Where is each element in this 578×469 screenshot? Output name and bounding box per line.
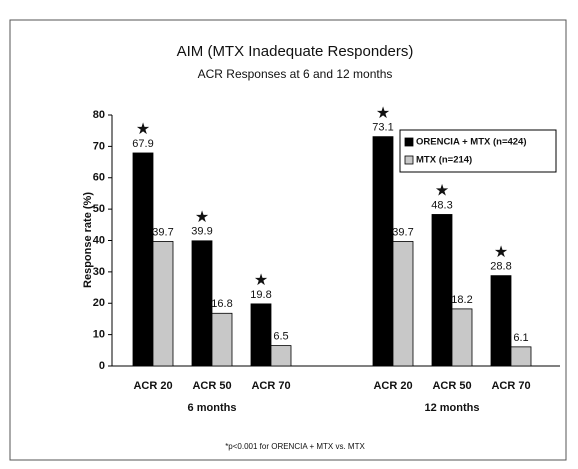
value-label: 73.1 xyxy=(372,122,393,134)
bar xyxy=(250,303,272,367)
group-label: 12 months xyxy=(424,402,479,414)
value-label: 39.9 xyxy=(191,226,212,238)
bar xyxy=(211,312,233,367)
legend-swatch xyxy=(404,137,414,147)
significance-marker: ★ xyxy=(494,244,508,261)
legend-box xyxy=(399,129,557,173)
bar xyxy=(490,275,512,367)
value-label: 16.8 xyxy=(211,298,232,310)
x-tick-label: ACR 50 xyxy=(192,380,231,392)
legend-swatch xyxy=(404,155,414,165)
y-tick-label: 60 xyxy=(93,172,105,184)
bar xyxy=(132,152,154,367)
bar xyxy=(191,240,213,367)
significance-marker: ★ xyxy=(136,121,150,138)
bar xyxy=(392,241,414,367)
frame xyxy=(9,19,567,461)
bar xyxy=(152,241,174,367)
value-label: 39.7 xyxy=(152,226,173,238)
legend-label: MTX (n=214) xyxy=(416,155,472,166)
bar xyxy=(510,346,532,367)
chart-title: AIM (MTX Inadequate Responders) xyxy=(177,43,414,60)
bar xyxy=(451,308,473,367)
value-label: 19.8 xyxy=(250,289,271,301)
y-axis-label: Response rate (%) xyxy=(82,192,94,288)
group-label: 6 months xyxy=(188,402,237,414)
y-tick-label: 80 xyxy=(93,109,105,121)
value-label: 67.9 xyxy=(132,138,153,150)
x-tick-label: ACR 70 xyxy=(251,380,290,392)
value-label: 18.2 xyxy=(451,294,472,306)
bar xyxy=(270,345,292,367)
chart-subtitle: ACR Responses at 6 and 12 months xyxy=(198,67,393,81)
x-tick-label: ACR 20 xyxy=(133,380,172,392)
x-tick-label: ACR 50 xyxy=(432,380,471,392)
y-tick-label: 50 xyxy=(93,203,105,215)
x-tick-label: ACR 70 xyxy=(491,380,530,392)
value-label: 6.5 xyxy=(273,331,288,343)
y-tick-label: 0 xyxy=(99,360,105,372)
significance-marker: ★ xyxy=(435,183,449,200)
y-tick-label: 40 xyxy=(93,234,105,246)
footnote: *p<0.001 for ORENCIA + MTX vs. MTX xyxy=(225,442,365,451)
y-tick-label: 30 xyxy=(93,266,105,278)
y-tick-label: 10 xyxy=(93,329,105,341)
value-label: 39.7 xyxy=(392,226,413,238)
bar xyxy=(431,214,453,367)
bar xyxy=(372,136,394,367)
y-tick-label: 20 xyxy=(93,297,105,309)
value-label: 28.8 xyxy=(490,261,511,273)
legend-label: ORENCIA + MTX (n=424) xyxy=(416,137,527,148)
y-tick-label: 70 xyxy=(93,140,105,152)
significance-marker: ★ xyxy=(254,272,268,289)
significance-marker: ★ xyxy=(376,105,390,122)
x-tick-label: ACR 20 xyxy=(373,380,412,392)
value-label: 48.3 xyxy=(431,199,452,211)
value-label: 6.1 xyxy=(513,332,528,344)
significance-marker: ★ xyxy=(195,209,209,226)
